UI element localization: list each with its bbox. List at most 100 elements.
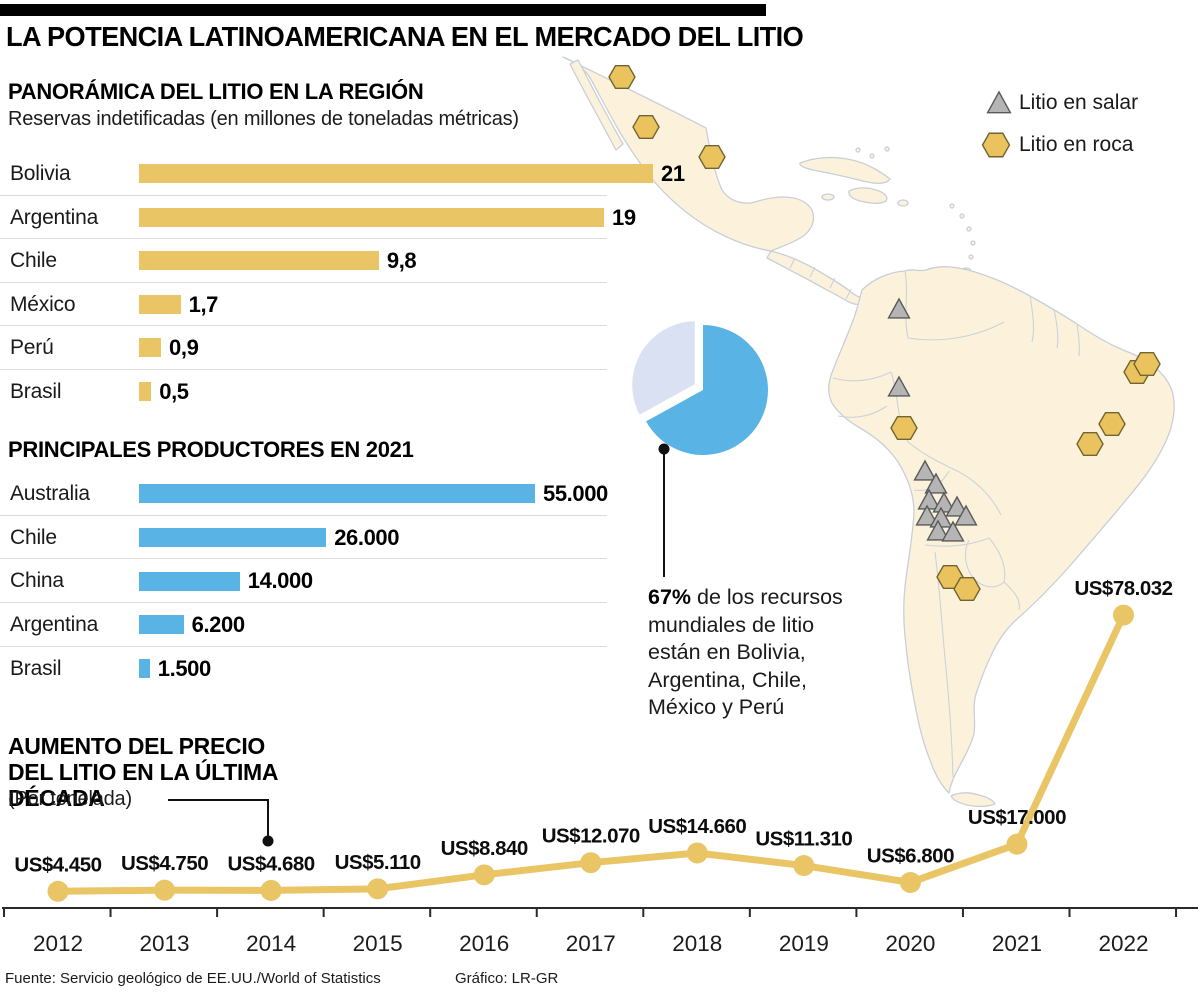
price-point-2021	[1006, 833, 1028, 855]
reserves-section-subtitle: Reservas indetificadas (en millones de t…	[8, 108, 519, 130]
map-south-america	[828, 266, 1175, 794]
marker-litio-en-salar-icon	[887, 297, 911, 319]
year-tick-label: 2012	[33, 931, 83, 956]
map-jamaica	[821, 193, 835, 201]
year-tick-label: 2017	[566, 931, 616, 956]
marker-litio-en-salar-icon	[954, 504, 978, 526]
producers-section-title: PRINCIPALES PRODUCTORES EN 2021	[8, 437, 414, 462]
top-accent-bar	[0, 4, 766, 16]
year-tick-label: 2021	[992, 931, 1042, 956]
legend-hexagon-icon	[981, 132, 1011, 158]
price-line-chart: US$4.450 2012 US$4.750 2013 US$4.680 2014 US$5…	[2, 577, 1198, 956]
pie-slice-rest	[629, 318, 698, 419]
price-point-2017	[580, 852, 602, 874]
page-title: LA POTENCIA LATINOAMERICANA EN EL MERCAD…	[6, 21, 804, 52]
bar	[139, 207, 605, 227]
bar-row-méxico: México 1,7	[0, 283, 720, 327]
category-label: Brasil	[10, 379, 62, 403]
bar-row-perú: Perú 0,9	[0, 326, 720, 370]
marker-litio-en-salar-icon	[941, 520, 965, 542]
year-tick-label: 2018	[672, 931, 722, 956]
price-value-label: US$78.032	[1074, 577, 1172, 600]
map-island	[959, 213, 965, 219]
category-label: Argentina	[10, 205, 99, 229]
value-label: 55.000	[543, 481, 608, 506]
row-separator	[0, 325, 607, 326]
category-label: Chile	[10, 525, 57, 549]
latam-map	[562, 56, 1175, 808]
legend-label-salar: Litio en salar	[1019, 91, 1139, 114]
category-label: Perú	[10, 336, 54, 359]
price-point-2013	[154, 879, 176, 901]
year-tick-label: 2015	[353, 931, 403, 956]
bar-row-china: China 14.000	[0, 559, 720, 603]
bar	[139, 659, 150, 679]
map-island	[869, 153, 875, 159]
value-label: 14.000	[247, 568, 313, 594]
bar	[139, 484, 535, 504]
pie-slice-latam	[646, 325, 769, 456]
category-label: México	[10, 292, 76, 316]
bar	[139, 164, 653, 184]
marker-litio-en-salar-icon	[887, 375, 911, 397]
category-label: Brasil	[10, 656, 62, 680]
bar-row-australia: Australia 55.000	[0, 472, 720, 516]
year-tick-label: 2014	[246, 931, 296, 956]
price-point-2014	[260, 879, 282, 901]
pie-chart-world-resources	[629, 318, 769, 577]
value-label: 6.200	[191, 612, 245, 638]
bar	[139, 571, 240, 591]
map-island	[968, 254, 974, 260]
bar-row-chile: Chile 9,8	[0, 239, 720, 283]
marker-litio-en-roca-icon	[890, 415, 918, 441]
price-callout-dot	[262, 835, 274, 847]
footer-source: Fuente: Servicio geológico de EE.UU./Wor…	[5, 970, 381, 987]
marker-litio-en-salar-icon	[932, 491, 956, 513]
price-value-label: US$5.110	[335, 851, 421, 874]
price-value-label: US$12.070	[542, 825, 640, 848]
value-label: 0,5	[159, 378, 189, 404]
price-point-2022	[1113, 604, 1134, 626]
marker-litio-en-roca-icon	[1076, 431, 1104, 457]
bar-row-argentina: Argentina 19	[0, 196, 720, 240]
map-legend-symbols	[981, 90, 1012, 158]
bar	[139, 381, 152, 401]
bar-row-argentina: Argentina 6.200	[0, 603, 720, 647]
map-island	[855, 147, 861, 153]
producers-bar-chart: Australia 55.000 Chile 26.000 China 14.000 Arg…	[0, 472, 720, 691]
bar-row-bolivia: Bolivia 21	[0, 152, 720, 196]
price-callout-line	[168, 799, 269, 836]
pie-callout-dot	[658, 443, 670, 455]
marker-litio-en-roca-icon	[1133, 351, 1161, 377]
row-separator	[0, 645, 607, 647]
row-separator	[0, 514, 607, 516]
marker-litio-en-salar-icon	[926, 519, 950, 541]
reserves-bar-chart: Bolivia 21 Argentina 19 Chile 9,8 México 1,7 Per…	[0, 152, 720, 414]
map-island	[970, 240, 976, 246]
marker-litio-en-salar-icon	[915, 504, 939, 526]
row-separator	[0, 368, 607, 370]
price-point-2019	[793, 855, 815, 877]
map-central-america	[766, 250, 869, 305]
bar	[139, 251, 379, 271]
map-baja-california	[569, 59, 624, 151]
value-label: 21	[661, 161, 685, 186]
category-label: Australia	[10, 482, 90, 505]
map-puerto-rico	[897, 199, 909, 207]
pie-annotation-text: de los recursos mundiales de litio están…	[648, 585, 843, 719]
price-value-label: US$17.000	[968, 806, 1066, 829]
price-value-label: US$11.310	[755, 828, 852, 851]
bar	[139, 338, 162, 358]
year-tick-label: 2019	[779, 931, 829, 956]
footer-credit: Gráfico: LR-GR	[455, 970, 559, 987]
bar-row-brasil: Brasil 0,5	[0, 370, 720, 414]
marker-litio-en-roca-icon	[1098, 411, 1126, 437]
category-label: Bolivia	[10, 162, 71, 185]
legend-triangle-icon	[986, 90, 1012, 114]
bar	[139, 615, 184, 635]
price-point-2012	[47, 880, 69, 902]
marker-litio-en-salar-icon	[913, 459, 937, 481]
marker-litio-en-salar-icon	[924, 472, 948, 494]
value-label: 9,8	[386, 248, 417, 273]
